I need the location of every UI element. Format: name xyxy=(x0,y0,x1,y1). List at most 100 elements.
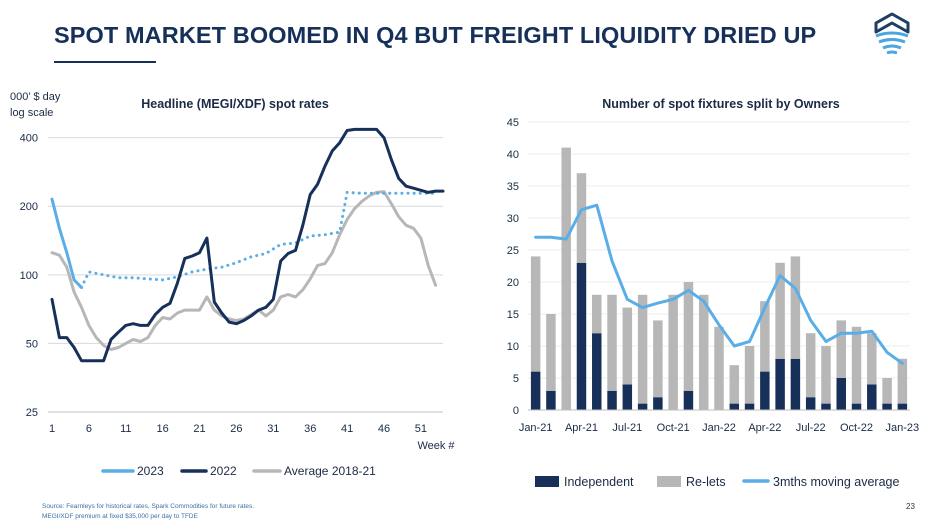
bar-relets xyxy=(714,326,724,410)
series-line-2023-forward xyxy=(80,190,438,289)
bar-independent xyxy=(744,403,755,410)
bar-independent xyxy=(775,358,785,410)
left-ytick-label: 100 xyxy=(20,270,38,282)
right-xtick-label: Jul-22 xyxy=(796,422,826,434)
right-xtick-label: Jan-22 xyxy=(702,422,736,434)
left-ytick-label: 400 xyxy=(20,133,38,145)
premium-footnote: MEGI/XDF premium at fixed $35,000 per da… xyxy=(42,513,198,520)
right-ytick-label: 45 xyxy=(507,117,519,129)
legend-label: 2023 xyxy=(137,464,164,478)
bar-independent xyxy=(683,390,694,410)
bar-relets xyxy=(698,294,709,410)
bar-relets xyxy=(530,256,541,372)
bar-independent xyxy=(867,384,877,410)
legend-label-moving-average: 3mths moving average xyxy=(773,475,900,489)
right-ytick-label: 0 xyxy=(513,405,519,417)
bar-independent xyxy=(790,358,801,410)
bar-relets xyxy=(576,173,587,263)
left-xtick-label: 21 xyxy=(193,423,205,435)
bar-independent xyxy=(821,403,831,410)
bar-relets xyxy=(897,358,908,404)
right-ytick-label: 20 xyxy=(507,277,519,289)
bar-independent xyxy=(653,397,663,410)
bar-independent xyxy=(851,403,862,410)
series-line-2022 xyxy=(50,127,445,363)
bar-relets xyxy=(561,147,571,410)
source-footnote: Source: Fearnleys for historical rates, … xyxy=(42,503,255,510)
bar-relets xyxy=(744,346,755,404)
right-ytick-label: 10 xyxy=(507,341,519,353)
bar-relets xyxy=(546,314,556,391)
bar-independent xyxy=(592,333,602,410)
right-chart-title: Number of spot fixtures split by Owners xyxy=(602,97,840,111)
left-xtick-label: 11 xyxy=(120,423,131,435)
right-xtick-label: Apr-22 xyxy=(748,422,781,434)
right-ytick-label: 35 xyxy=(507,181,519,193)
bar-independent xyxy=(836,378,846,410)
left-ylabel-line1: 000’ $ day xyxy=(10,91,61,103)
left-ytick-label: 50 xyxy=(26,338,38,350)
company-logo-icon xyxy=(874,12,910,55)
bar-relets xyxy=(729,365,740,404)
bar-relets xyxy=(821,346,831,404)
right-ytick-label: 5 xyxy=(513,373,519,385)
bar-relets xyxy=(592,294,602,334)
spot-rates-chart: Headline (MEGI/XDF) spot rates 000’ $ da… xyxy=(10,91,455,478)
bar-relets xyxy=(637,294,648,404)
right-ytick-label: 40 xyxy=(507,149,519,161)
bar-relets xyxy=(760,301,770,372)
bar-independent xyxy=(622,384,633,410)
right-xtick-label: Oct-21 xyxy=(657,422,690,434)
bar-independent xyxy=(607,390,617,410)
legend-label-independent: Independent xyxy=(564,475,634,489)
right-xtick-label: Apr-21 xyxy=(565,422,598,434)
left-xtick-label: 46 xyxy=(378,423,390,435)
bar-relets xyxy=(775,262,785,359)
bar-relets xyxy=(607,294,617,391)
left-chart-title: Headline (MEGI/XDF) spot rates xyxy=(141,97,329,111)
legend-label: 2022 xyxy=(210,464,237,478)
left-ylabel-line2: log scale xyxy=(10,107,53,119)
legend-label-relets: Re-lets xyxy=(686,475,726,489)
bar-independent xyxy=(882,403,892,410)
right-xtick-label: Jan-23 xyxy=(886,422,920,434)
bar-independent xyxy=(637,403,648,410)
bar-independent xyxy=(530,371,541,410)
left-ytick-label: 25 xyxy=(26,407,38,419)
bar-relets xyxy=(836,320,846,378)
bar-independent xyxy=(760,371,770,410)
series-line-2023 xyxy=(50,197,83,289)
bar-independent xyxy=(805,397,816,410)
moving-average-line xyxy=(534,203,904,365)
bar-relets xyxy=(851,326,862,404)
left-xtick-label: 51 xyxy=(415,423,427,435)
right-xtick-label: Oct-22 xyxy=(840,422,873,434)
bar-relets xyxy=(882,378,892,404)
bar-independent xyxy=(546,390,556,410)
title-underline xyxy=(54,61,156,63)
bar-relets xyxy=(790,256,801,359)
left-xtick-label: 36 xyxy=(304,423,316,435)
right-ytick-label: 25 xyxy=(507,245,519,257)
legend-swatch-independent xyxy=(535,476,559,487)
left-xtick-label: 26 xyxy=(230,423,242,435)
left-xtick-label: 41 xyxy=(341,423,353,435)
right-ytick-label: 30 xyxy=(507,213,519,225)
right-xtick-label: Jan-21 xyxy=(519,422,553,434)
left-xlabel: Week # xyxy=(417,440,455,452)
left-xtick-label: 16 xyxy=(157,423,169,435)
bar-relets xyxy=(622,307,633,385)
bar-independent xyxy=(576,262,587,410)
series-line-average-2018-21 xyxy=(50,190,438,351)
spot-fixtures-chart: Number of spot fixtures split by Owners … xyxy=(507,97,919,489)
legend-swatch-relets xyxy=(657,476,681,487)
left-xtick-label: 31 xyxy=(267,423,279,435)
page-title: SPOT MARKET BOOMED IN Q4 BUT FREIGHT LIQ… xyxy=(54,22,817,48)
right-ytick-label: 15 xyxy=(507,309,519,321)
bar-relets xyxy=(867,333,877,385)
legend-label: Average 2018-21 xyxy=(284,464,376,478)
bar-independent xyxy=(897,403,908,410)
left-xtick-label: 6 xyxy=(86,423,92,435)
bar-independent xyxy=(729,403,740,410)
